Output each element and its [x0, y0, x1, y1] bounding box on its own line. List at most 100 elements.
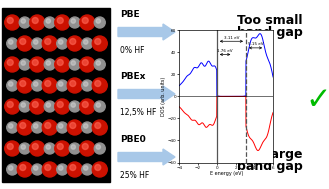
- Circle shape: [44, 143, 55, 154]
- Circle shape: [59, 40, 63, 44]
- Circle shape: [95, 81, 101, 87]
- Circle shape: [21, 61, 25, 65]
- Circle shape: [59, 124, 63, 128]
- Text: band gap: band gap: [237, 26, 303, 39]
- Circle shape: [92, 120, 107, 135]
- Circle shape: [17, 120, 32, 135]
- Circle shape: [84, 124, 88, 128]
- Circle shape: [32, 101, 38, 108]
- Circle shape: [42, 36, 57, 51]
- Circle shape: [67, 162, 82, 177]
- Circle shape: [30, 99, 45, 114]
- Text: 3.11 eV: 3.11 eV: [224, 36, 239, 40]
- Circle shape: [7, 80, 18, 91]
- Circle shape: [7, 60, 13, 66]
- Circle shape: [57, 101, 63, 108]
- Circle shape: [55, 15, 70, 30]
- Text: 12,5% HF: 12,5% HF: [120, 108, 156, 117]
- Circle shape: [80, 141, 95, 156]
- Text: Too large: Too large: [238, 148, 302, 161]
- Circle shape: [57, 122, 68, 133]
- Circle shape: [20, 81, 26, 87]
- Circle shape: [96, 103, 100, 107]
- Circle shape: [32, 80, 43, 91]
- Circle shape: [94, 143, 105, 154]
- Circle shape: [82, 60, 88, 66]
- Circle shape: [57, 164, 68, 175]
- Circle shape: [20, 39, 26, 44]
- Circle shape: [67, 78, 82, 93]
- Text: PBE: PBE: [120, 10, 139, 19]
- Circle shape: [46, 61, 50, 65]
- Circle shape: [57, 80, 68, 91]
- Circle shape: [95, 122, 101, 129]
- Circle shape: [9, 82, 13, 86]
- Circle shape: [19, 143, 30, 154]
- Circle shape: [9, 166, 13, 170]
- Circle shape: [32, 122, 43, 133]
- Circle shape: [46, 19, 50, 23]
- Circle shape: [82, 18, 88, 23]
- Circle shape: [32, 143, 38, 149]
- Circle shape: [34, 40, 38, 44]
- Circle shape: [42, 162, 57, 177]
- Circle shape: [59, 166, 63, 170]
- Circle shape: [95, 164, 101, 170]
- Text: PBEx: PBEx: [120, 72, 145, 81]
- Circle shape: [82, 122, 93, 133]
- Circle shape: [42, 78, 57, 93]
- Circle shape: [7, 18, 13, 23]
- Circle shape: [67, 120, 82, 135]
- Circle shape: [57, 60, 63, 66]
- Circle shape: [82, 80, 93, 91]
- Circle shape: [20, 164, 26, 170]
- Circle shape: [70, 39, 76, 44]
- Circle shape: [20, 122, 26, 129]
- Circle shape: [44, 59, 55, 70]
- Circle shape: [32, 60, 38, 66]
- Circle shape: [7, 143, 13, 149]
- Circle shape: [45, 164, 51, 170]
- Circle shape: [96, 19, 100, 23]
- Circle shape: [92, 36, 107, 51]
- FancyArrow shape: [118, 86, 175, 102]
- Circle shape: [92, 162, 107, 177]
- Circle shape: [71, 19, 75, 23]
- Circle shape: [9, 124, 13, 128]
- Circle shape: [71, 61, 75, 65]
- Circle shape: [21, 19, 25, 23]
- Circle shape: [94, 59, 105, 70]
- Circle shape: [42, 120, 57, 135]
- Circle shape: [21, 103, 25, 107]
- Circle shape: [84, 40, 88, 44]
- Circle shape: [45, 122, 51, 129]
- Circle shape: [71, 103, 75, 107]
- Circle shape: [46, 103, 50, 107]
- Circle shape: [82, 101, 88, 108]
- Circle shape: [21, 145, 25, 149]
- Circle shape: [5, 99, 20, 114]
- Circle shape: [80, 15, 95, 30]
- Circle shape: [84, 166, 88, 170]
- Text: band gap: band gap: [237, 160, 303, 173]
- Circle shape: [30, 141, 45, 156]
- Circle shape: [17, 162, 32, 177]
- Bar: [2, 8, 110, 182]
- Circle shape: [45, 81, 51, 87]
- Circle shape: [57, 38, 68, 49]
- Circle shape: [44, 101, 55, 112]
- Circle shape: [34, 124, 38, 128]
- FancyArrow shape: [118, 149, 175, 165]
- Circle shape: [59, 82, 63, 86]
- Text: Too small: Too small: [237, 14, 303, 27]
- Circle shape: [69, 101, 80, 112]
- Circle shape: [34, 166, 38, 170]
- Circle shape: [19, 59, 30, 70]
- Circle shape: [5, 15, 20, 30]
- Circle shape: [94, 101, 105, 112]
- Circle shape: [70, 122, 76, 129]
- Circle shape: [55, 57, 70, 72]
- Circle shape: [94, 17, 105, 28]
- Circle shape: [71, 145, 75, 149]
- Circle shape: [70, 164, 76, 170]
